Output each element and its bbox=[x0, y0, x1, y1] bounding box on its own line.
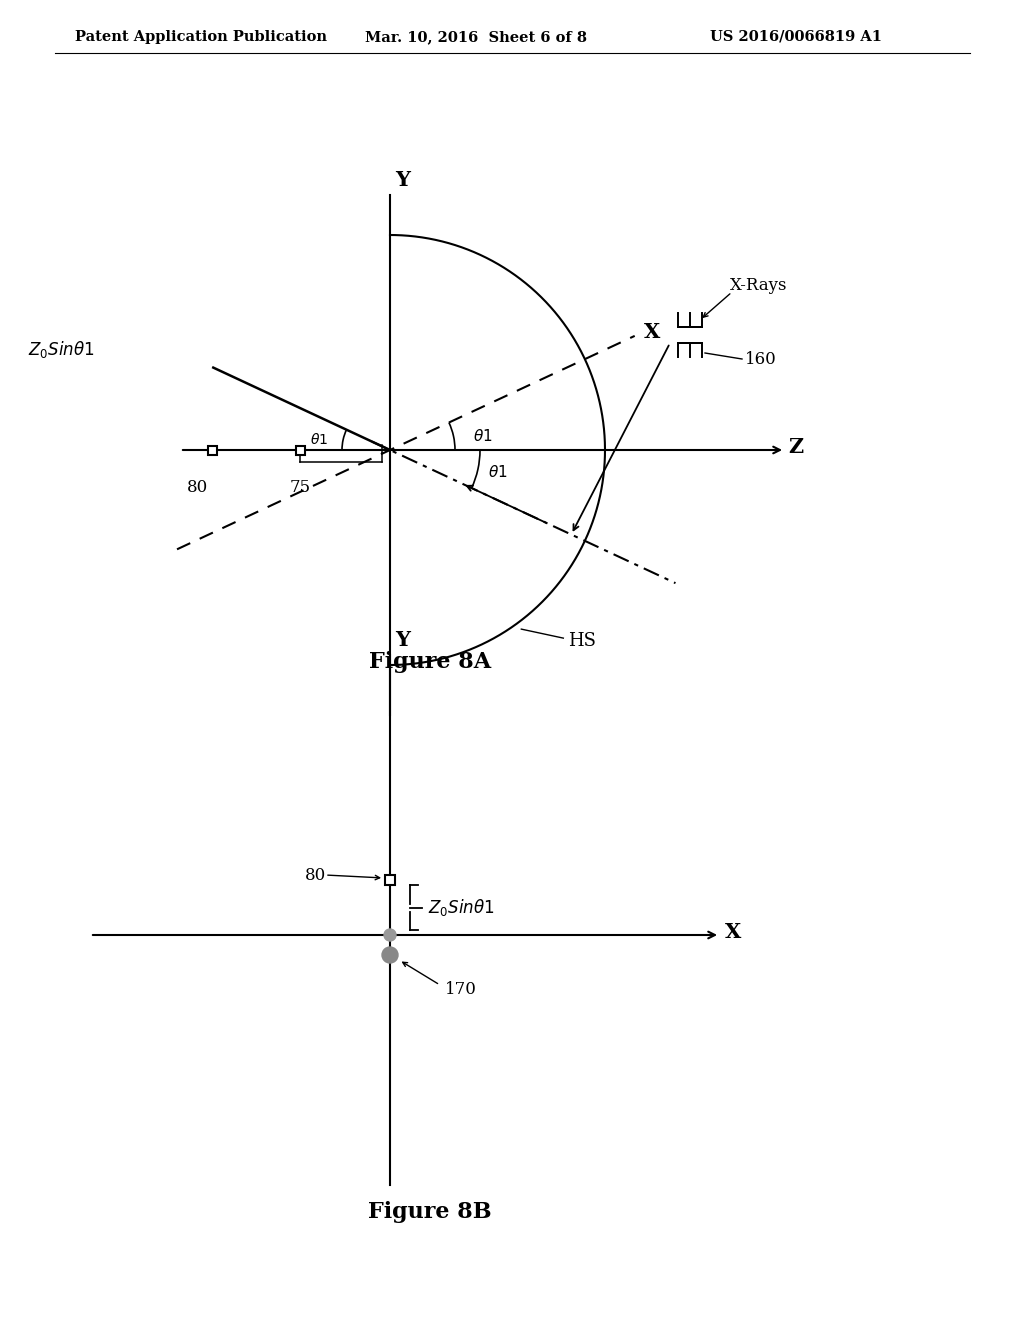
Text: Z: Z bbox=[788, 437, 803, 457]
Text: X: X bbox=[644, 322, 660, 342]
Circle shape bbox=[384, 929, 396, 941]
Circle shape bbox=[382, 946, 398, 964]
Text: X: X bbox=[725, 921, 741, 942]
Text: $\theta1$: $\theta1$ bbox=[473, 428, 493, 444]
Bar bbox=[296, 446, 304, 454]
Text: Y: Y bbox=[395, 630, 410, 649]
Text: US 2016/0066819 A1: US 2016/0066819 A1 bbox=[710, 30, 882, 44]
Text: $\theta1$: $\theta1$ bbox=[488, 465, 508, 480]
Bar bbox=[208, 446, 216, 454]
Text: Figure 8B: Figure 8B bbox=[369, 1201, 492, 1224]
Text: $Z_0Sin\theta1$: $Z_0Sin\theta1$ bbox=[29, 339, 95, 360]
Text: Y: Y bbox=[395, 170, 410, 190]
Text: $Z_0Sin\theta1$: $Z_0Sin\theta1$ bbox=[428, 898, 495, 917]
Text: 170: 170 bbox=[445, 982, 477, 998]
Text: HS: HS bbox=[568, 632, 596, 651]
Text: 80: 80 bbox=[186, 479, 208, 496]
Text: X-Rays: X-Rays bbox=[730, 276, 787, 293]
Text: Mar. 10, 2016  Sheet 6 of 8: Mar. 10, 2016 Sheet 6 of 8 bbox=[365, 30, 587, 44]
Text: 80: 80 bbox=[305, 866, 327, 883]
Bar bbox=[385, 875, 395, 884]
Text: $\theta1$: $\theta1$ bbox=[310, 433, 328, 447]
Text: 160: 160 bbox=[745, 351, 777, 368]
Text: Figure 8A: Figure 8A bbox=[369, 651, 492, 673]
Text: 75: 75 bbox=[290, 479, 310, 496]
Text: Patent Application Publication: Patent Application Publication bbox=[75, 30, 327, 44]
